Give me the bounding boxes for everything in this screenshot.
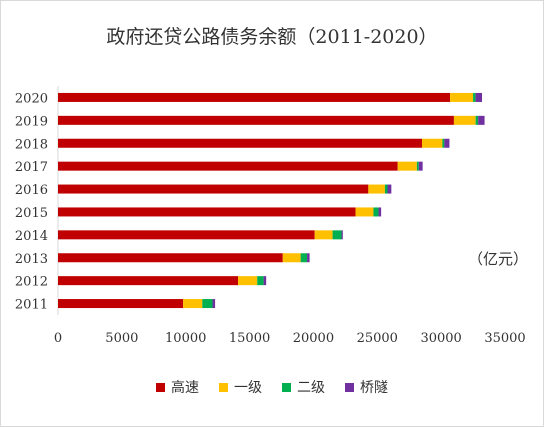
legend-item: 一级 (219, 377, 262, 397)
legend-item: 桥隧 (345, 377, 388, 397)
bar-segment (212, 299, 216, 309)
bar-segment (341, 230, 343, 240)
y-tick-label: 2011 (15, 298, 48, 313)
legend-label: 桥隧 (360, 380, 388, 396)
y-tick-label: 2019 (15, 114, 48, 129)
unit-label: （亿元） (468, 250, 529, 268)
y-tick-label: 2013 (15, 252, 48, 267)
bar-segment (58, 184, 369, 194)
bar-segment (421, 138, 443, 148)
y-tick-label: 2014 (15, 229, 48, 244)
bar-segment (183, 299, 203, 309)
bar-segment (58, 276, 239, 286)
bar-segment (58, 299, 184, 309)
bar-segment (475, 115, 479, 125)
chart-title: 政府还贷公路债务余额（2011-2020） (106, 26, 438, 48)
bar-segment (416, 161, 419, 171)
bar-segment (257, 276, 264, 286)
bar-segment (475, 92, 483, 102)
y-tick-label: 2016 (15, 183, 48, 198)
chart-legend: 高速 一级 二级 桥隧 (0, 377, 544, 397)
y-tick-label: 2018 (15, 137, 48, 152)
legend-item: 高速 (156, 377, 199, 397)
bar-segment (373, 207, 379, 217)
legend-label: 一级 (234, 380, 262, 396)
bar-segment (314, 230, 333, 240)
bar-segment (418, 161, 423, 171)
legend-item: 二级 (282, 377, 325, 397)
bar-segment (58, 230, 315, 240)
bar-segment (368, 184, 385, 194)
y-tick-label: 2020 (15, 91, 48, 106)
legend-swatch (156, 382, 165, 392)
bar-segment (387, 184, 392, 194)
bar-segment (355, 207, 374, 217)
bar-segment (58, 138, 422, 148)
bar-segment (332, 230, 342, 240)
bar-segment (378, 207, 382, 217)
x-tick-label: 35000 (484, 331, 525, 346)
x-tick-label: 10000 (165, 331, 206, 346)
x-tick-label: 30000 (420, 331, 461, 346)
bar-segment (478, 115, 485, 125)
bar-segment (384, 184, 388, 194)
y-tick-label: 2012 (15, 275, 48, 290)
x-tick-label: 25000 (357, 331, 398, 346)
bar-segment (58, 253, 283, 263)
bar-segment (282, 253, 301, 263)
bar-segment (58, 207, 356, 217)
bar-segment (453, 115, 476, 125)
bar-segment (238, 276, 258, 286)
legend-label: 二级 (297, 380, 325, 396)
bar-segment (307, 253, 310, 263)
bar-segment (397, 161, 417, 171)
bar-segment (300, 253, 308, 263)
x-tick-label: 0 (54, 331, 62, 346)
bar-segment (450, 92, 474, 102)
legend-swatch (219, 382, 228, 392)
bar-segment (58, 115, 454, 125)
bar-segment (444, 138, 450, 148)
x-tick-label: 20000 (293, 331, 334, 346)
legend-label: 高速 (171, 380, 199, 396)
x-tick-label: 5000 (105, 331, 138, 346)
y-tick-label: 2017 (15, 160, 48, 175)
bar-segment (442, 138, 445, 148)
legend-swatch (345, 382, 354, 392)
legend-swatch (282, 382, 291, 392)
bar-segment (263, 276, 267, 286)
y-tick-label: 2015 (15, 206, 48, 221)
bar-segment (58, 92, 451, 102)
bar-segment (473, 92, 476, 102)
x-tick-label: 15000 (229, 331, 270, 346)
bar-segment (202, 299, 213, 309)
bar-segment (58, 161, 398, 171)
